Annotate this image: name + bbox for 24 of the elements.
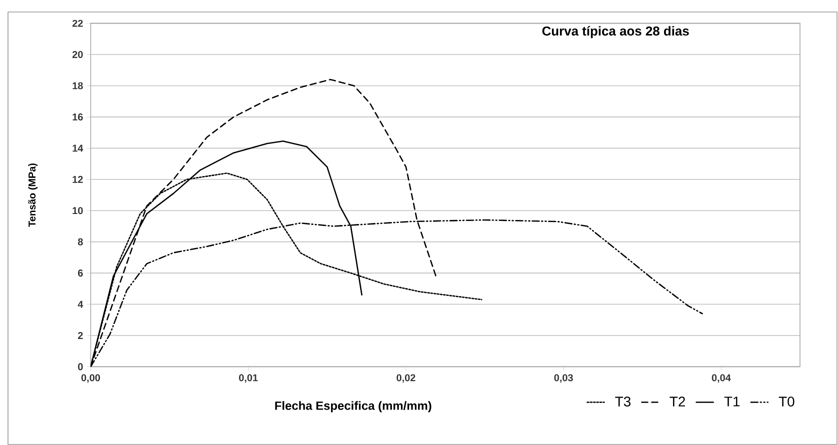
y-tick-label: 20 bbox=[72, 50, 83, 58]
x-tick-label: 0,03 bbox=[554, 374, 573, 383]
y-axis-title: Tensão (MPa) bbox=[28, 163, 38, 227]
y-tick-label: 12 bbox=[72, 176, 83, 183]
y-tick-label: 14 bbox=[72, 144, 84, 152]
x-tick-label: 0,04 bbox=[712, 374, 731, 383]
y-tick-label: 6 bbox=[78, 270, 83, 277]
y-tick-label: 18 bbox=[72, 82, 83, 90]
y-tick-label: 22 bbox=[72, 20, 83, 27]
x-tick-label: 0,02 bbox=[396, 374, 416, 383]
y-tick-label: 8 bbox=[78, 238, 83, 246]
x-tick-label: 0,01 bbox=[239, 374, 258, 383]
legend-label: T0 bbox=[778, 396, 794, 407]
legend-label: T1 bbox=[724, 396, 740, 406]
y-tick-label: 0 bbox=[78, 363, 83, 370]
legend-label: T3 bbox=[615, 396, 631, 407]
y-tick-label: 10 bbox=[72, 207, 83, 214]
y-tick-label: 2 bbox=[78, 332, 83, 339]
x-tick-label: 0,00 bbox=[81, 374, 100, 383]
y-tick-label: 4 bbox=[78, 300, 84, 308]
y-tick-label: 16 bbox=[72, 113, 83, 120]
x-axis-title: Flecha Especifica (mm/mm) bbox=[275, 401, 432, 412]
legend-label: T2 bbox=[670, 396, 685, 406]
chart-title: Curva típica aos 28 dias bbox=[542, 26, 689, 38]
